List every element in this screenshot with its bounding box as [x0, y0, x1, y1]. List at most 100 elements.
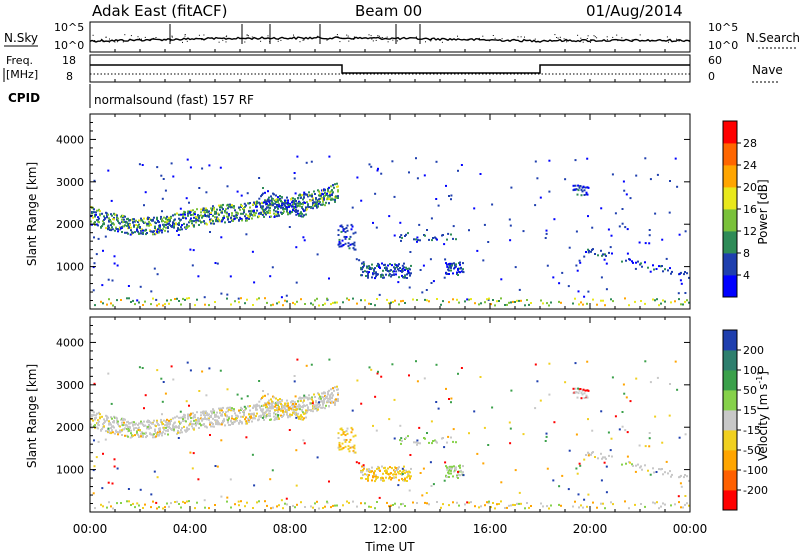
- velocity-cell: [397, 471, 399, 474]
- power-cell: [103, 222, 105, 225]
- power-cell: [231, 204, 233, 207]
- velocity-cell: [474, 505, 476, 508]
- power-cell: [401, 236, 403, 239]
- power-cell: [395, 273, 397, 276]
- power-cell: [409, 274, 411, 277]
- velocity-cell: [239, 419, 241, 422]
- power-cell: [312, 197, 314, 200]
- power-cell: [184, 211, 186, 214]
- power-cell: [182, 297, 184, 300]
- power-cell: [216, 262, 219, 265]
- power-cell: [200, 221, 202, 224]
- velocity-cell: [271, 469, 274, 472]
- noise-dot: [512, 39, 514, 41]
- power-cell: [113, 216, 115, 219]
- power-cell: [311, 195, 313, 198]
- velocity-cell: [306, 396, 308, 399]
- velocity-cell: [278, 417, 280, 420]
- velocity-colorbar-segment: [723, 450, 737, 471]
- velocity-cell: [482, 462, 485, 465]
- power-cell: [248, 217, 250, 220]
- power-cell: [295, 203, 297, 206]
- velocity-cell: [152, 500, 154, 503]
- power-cell: [534, 160, 537, 163]
- power-cell: [165, 223, 167, 226]
- power-cell: [129, 219, 131, 222]
- power-cell: [366, 265, 368, 268]
- power-cell: [445, 184, 447, 187]
- velocity-cell: [622, 383, 625, 386]
- velocity-cell: [294, 506, 296, 509]
- velocity-cell: [177, 437, 180, 439]
- velocity-cell: [153, 470, 156, 473]
- power-cell: [644, 302, 646, 305]
- velocity-cell: [455, 466, 457, 469]
- velocity-cell: [138, 504, 140, 507]
- power-cell: [140, 229, 142, 232]
- power-cell: [190, 214, 192, 216]
- velocity-cell: [222, 411, 224, 414]
- power-cell: [315, 197, 317, 200]
- velocity-cell: [148, 420, 150, 422]
- velocity-cell: [166, 418, 168, 421]
- velocity-cell: [286, 413, 288, 416]
- velocity-cell: [327, 390, 329, 393]
- velocity-cell: [159, 432, 161, 435]
- velocity-cell: [93, 425, 95, 428]
- power-cell: [564, 178, 567, 181]
- velocity-cell: [388, 476, 391, 479]
- velocity-cell: [578, 462, 581, 465]
- power-cell: [492, 299, 494, 301]
- velocity-cell: [352, 450, 355, 453]
- power-cell: [162, 178, 165, 180]
- power-cell: [631, 260, 633, 263]
- power-cell: [124, 215, 126, 218]
- power-cell: [329, 194, 331, 196]
- velocity-cell: [117, 423, 119, 426]
- velocity-cell: [198, 390, 201, 392]
- power-cell: [198, 214, 200, 217]
- noise-dot: [244, 41, 246, 43]
- velocity-cell: [99, 417, 101, 420]
- power-cell: [382, 274, 384, 277]
- velocity-cell: [268, 402, 270, 405]
- velocity-cell: [285, 410, 287, 413]
- velocity-cell: [269, 412, 271, 415]
- power-cell: [325, 194, 327, 196]
- power-cell: [536, 177, 539, 180]
- velocity-cell: [156, 419, 158, 422]
- velocity-cell: [165, 426, 167, 429]
- velocity-cell: [246, 501, 248, 504]
- power-cell: [189, 211, 192, 214]
- velocity-cell: [152, 436, 154, 439]
- velocity-cell: [145, 436, 147, 439]
- power-cell: [688, 276, 690, 279]
- power-cell: [424, 298, 426, 301]
- velocity-cell: [301, 409, 303, 411]
- power-cell: [285, 207, 287, 210]
- velocity-cell: [430, 485, 433, 487]
- velocity-cell: [404, 472, 406, 474]
- power-cell: [680, 303, 682, 306]
- velocity-cell: [124, 427, 126, 430]
- power-cell: [324, 188, 326, 191]
- velocity-cell: [337, 392, 339, 395]
- velocity-cell: [330, 393, 332, 396]
- power-cell: [263, 201, 265, 204]
- velocity-cell: [583, 397, 586, 399]
- power-cell: [166, 215, 168, 218]
- power-cell: [188, 201, 190, 204]
- power-cell: [278, 301, 280, 304]
- power-cell: [462, 262, 464, 265]
- power-colorbar-segment: [723, 121, 737, 144]
- power-cell: [545, 232, 548, 235]
- velocity-cell: [594, 456, 596, 458]
- power-cell: [602, 299, 604, 302]
- power-cell: [303, 239, 306, 242]
- velocity-cell: [166, 423, 168, 426]
- velocity-cell: [683, 476, 685, 479]
- velocity-cell: [269, 405, 271, 408]
- velocity-cell: [574, 362, 577, 365]
- velocity-cell: [459, 466, 461, 469]
- power-cell: [218, 213, 220, 216]
